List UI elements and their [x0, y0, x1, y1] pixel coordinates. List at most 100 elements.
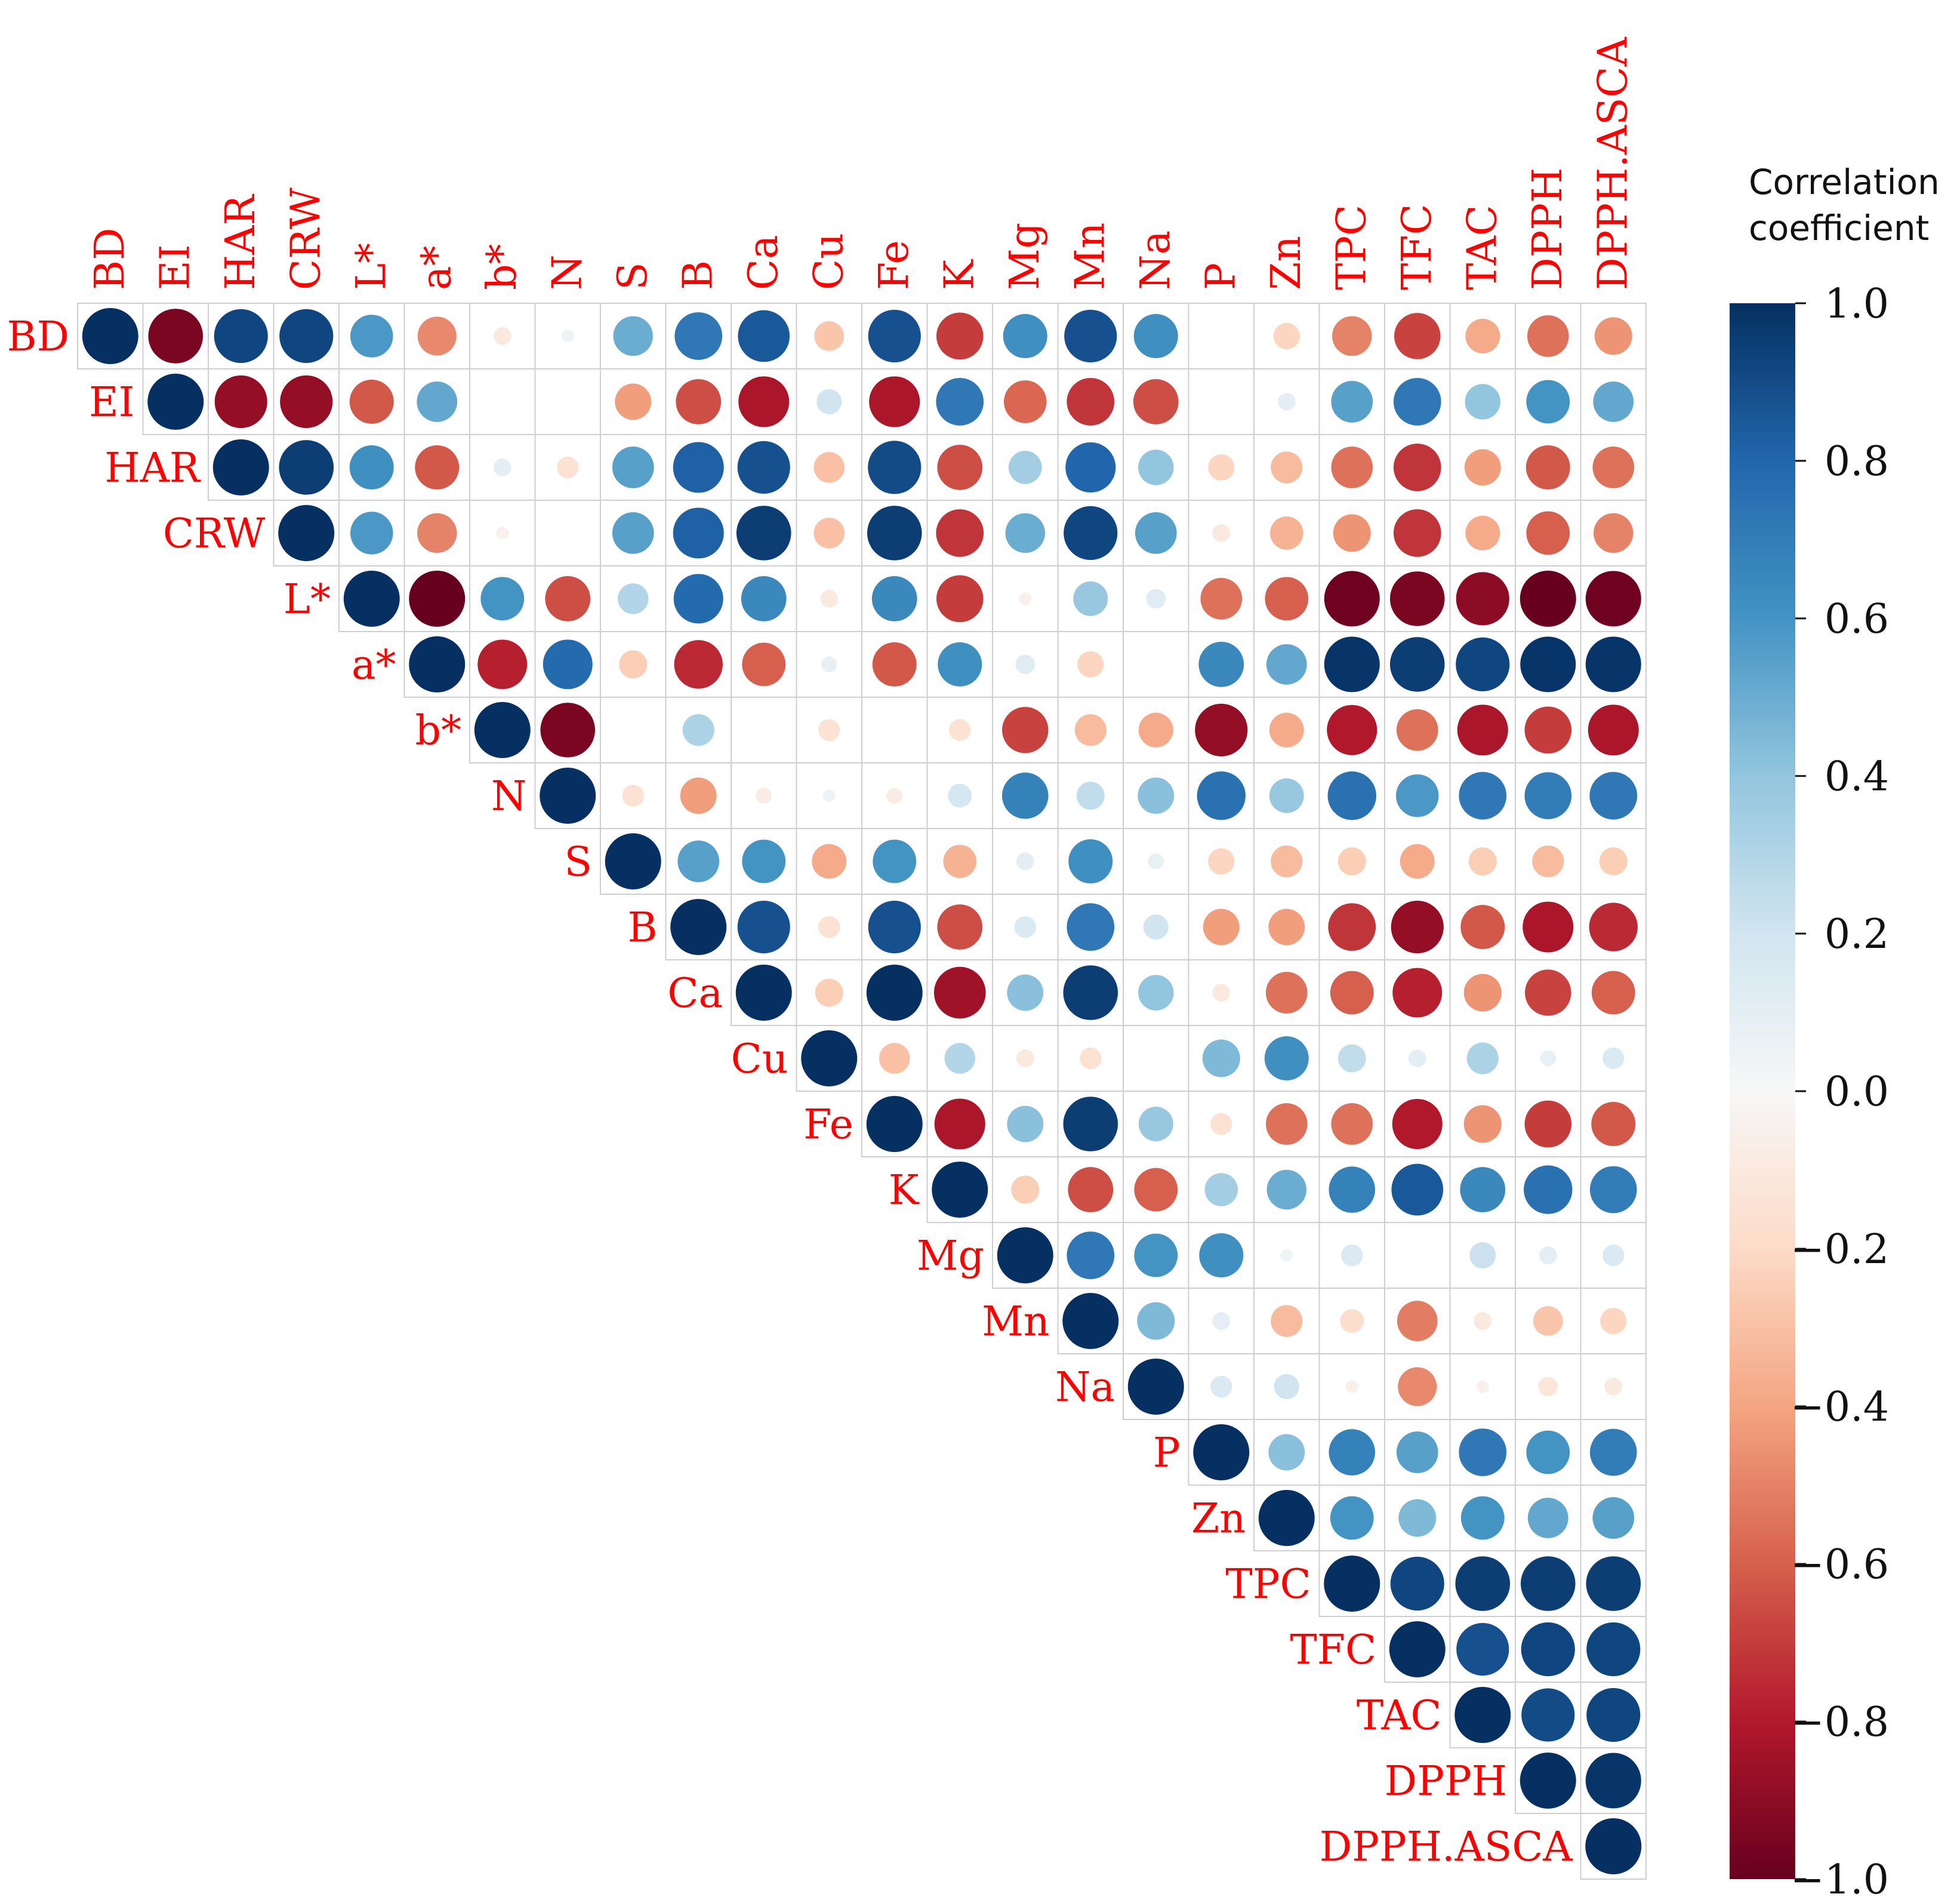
corr-circle-crw-astar — [417, 513, 457, 553]
legend-tick-label: −0.6 — [1790, 1541, 1889, 1588]
corr-circle-lstar-na — [1146, 589, 1166, 609]
corr-circle-ca-fe — [866, 965, 923, 1021]
corr-circle-s-mn — [1068, 839, 1113, 884]
row-label-har: HAR — [104, 445, 201, 492]
corr-circle-k-p — [1204, 1173, 1238, 1206]
corr-circle-s-fe — [873, 839, 917, 883]
corr-circle-b-tac — [1460, 904, 1505, 950]
corr-circle-s-b — [677, 840, 720, 882]
corr-circle-bstar-tpc — [1327, 704, 1377, 756]
row-label-p: P — [1153, 1430, 1181, 1477]
col-label-lstar: L* — [348, 243, 395, 290]
corr-circle-lstar-bstar — [480, 577, 525, 621]
corr-circle-lstar-mn — [1073, 581, 1108, 616]
row-label-k: K — [889, 1167, 920, 1214]
corr-circle-s-tac — [1468, 847, 1497, 876]
corr-circle-p-zn — [1268, 1434, 1305, 1471]
row-label-tac: TAC — [1357, 1692, 1442, 1739]
corr-circle-s-na — [1148, 853, 1164, 870]
corr-circle-cu-mg — [1016, 1049, 1034, 1067]
legend-tick-label: −0.2 — [1790, 1226, 1889, 1273]
corr-circle-b-tfc — [1391, 900, 1444, 954]
corr-circle-ei-na — [1133, 379, 1179, 424]
corr-circle-mg-na — [1134, 1233, 1178, 1277]
corr-circle-mg-dpph — [1539, 1246, 1557, 1264]
corr-circle-ei-har — [214, 375, 267, 429]
corr-circle-crw-fe — [867, 506, 922, 561]
corr-circle-astar-dpph-asca — [1585, 636, 1641, 692]
colorbar — [1730, 303, 1795, 1879]
corr-circle-dpph-dpph — [1520, 1753, 1576, 1809]
corr-circle-lstar-p — [1200, 578, 1243, 620]
legend-tick-label: 0.0 — [1825, 1068, 1889, 1116]
cell-astar-na — [1123, 631, 1189, 698]
row-label-mg: Mg — [917, 1233, 984, 1280]
corr-circle-astar-cu — [821, 656, 837, 673]
corr-circle-ei-tpc — [1331, 381, 1373, 423]
col-label-astar: a* — [413, 245, 460, 290]
corr-circle-astar-b — [674, 640, 723, 689]
corr-circle-crw-na — [1135, 512, 1177, 554]
cell-bstar-fe — [861, 697, 928, 763]
row-label-cu: Cu — [731, 1036, 788, 1083]
corr-circle-bd-k — [936, 312, 984, 360]
corr-circle-bstar-mn — [1074, 714, 1107, 746]
corr-circle-mn-tac — [1474, 1312, 1492, 1330]
corr-circle-astar-n — [543, 639, 593, 689]
corr-circle-p-dpph — [1526, 1430, 1570, 1474]
row-label-fe: Fe — [803, 1101, 853, 1148]
corr-circle-lstar-b — [673, 574, 723, 624]
corr-circle-s-cu — [812, 844, 847, 879]
corr-circle-bd-s — [613, 316, 653, 356]
corr-circle-bstar-tfc — [1396, 709, 1438, 751]
corr-circle-lstar-ca — [741, 576, 787, 621]
corr-circle-n-dpph — [1524, 772, 1572, 820]
corr-circle-bd-crw — [279, 309, 334, 364]
col-label-s: S — [609, 262, 657, 290]
corr-circle-astar-tpc — [1324, 636, 1380, 692]
corr-circle-bd-fe — [868, 309, 921, 363]
corr-circle-crw-dpph — [1526, 511, 1570, 555]
corr-circle-mg-dpph-asca — [1602, 1244, 1625, 1267]
corr-circle-lstar-n — [545, 576, 591, 621]
corr-circle-astar-p — [1198, 642, 1244, 687]
corr-circle-bd-cu — [814, 321, 845, 351]
col-label-bd: BD — [87, 228, 134, 291]
corr-circle-har-k — [937, 445, 983, 490]
corr-circle-crw-k — [936, 509, 984, 557]
corr-circle-har-tfc — [1393, 444, 1441, 491]
corr-circle-ei-mn — [1067, 378, 1115, 426]
corr-circle-fe-fe — [866, 1096, 923, 1152]
corr-circle-mn-zn — [1271, 1305, 1303, 1337]
corr-circle-crw-mn — [1064, 506, 1118, 561]
col-label-mg: Mg — [1001, 223, 1049, 290]
corr-circle-fe-tac — [1463, 1105, 1502, 1143]
corr-circle-astar-tfc — [1389, 637, 1445, 692]
col-label-har: HAR — [217, 194, 264, 290]
corr-circle-lstar-k — [936, 575, 984, 623]
corr-circle-bd-dpph — [1527, 315, 1569, 357]
cell-bstar-ca — [731, 697, 797, 763]
corr-circle-ei-mg — [1003, 380, 1047, 423]
row-label-dpph: DPPH — [1385, 1758, 1507, 1805]
corr-circle-s-mg — [1016, 852, 1034, 870]
col-label-ei: EI — [152, 245, 199, 291]
corr-circle-b-p — [1203, 909, 1240, 946]
colorbar-ticks: 1.0 0.8 0.6 0.4 0.2 0.0 −0.2 −0.4 −0.6 −0.8 −1.0 — [1790, 281, 1889, 1900]
corr-circle-har-tpc — [1331, 446, 1373, 488]
corr-circle-mn-tfc — [1397, 1301, 1438, 1341]
corr-circle-crw-zn — [1269, 516, 1303, 550]
corr-circle-na-dpph-asca — [1604, 1378, 1623, 1396]
corr-circle-b-tpc — [1328, 903, 1376, 951]
corr-circle-bd-tfc — [1394, 313, 1441, 359]
corr-circle-b-dpph — [1523, 901, 1574, 953]
correlation-circles — [82, 308, 1642, 1874]
corr-circle-s-k — [943, 845, 977, 878]
corr-circle-ei-dpph — [1526, 380, 1570, 424]
corr-circle-crw-cu — [813, 518, 845, 549]
corr-circle-bd-dpph-asca — [1594, 317, 1632, 355]
corr-circle-n-zn — [1269, 778, 1304, 813]
corr-circle-tpc-tfc — [1390, 1556, 1444, 1611]
corr-circle-tpc-dpph-asca — [1586, 1556, 1641, 1611]
corr-circle-bstar-dpph-asca — [1588, 704, 1639, 756]
